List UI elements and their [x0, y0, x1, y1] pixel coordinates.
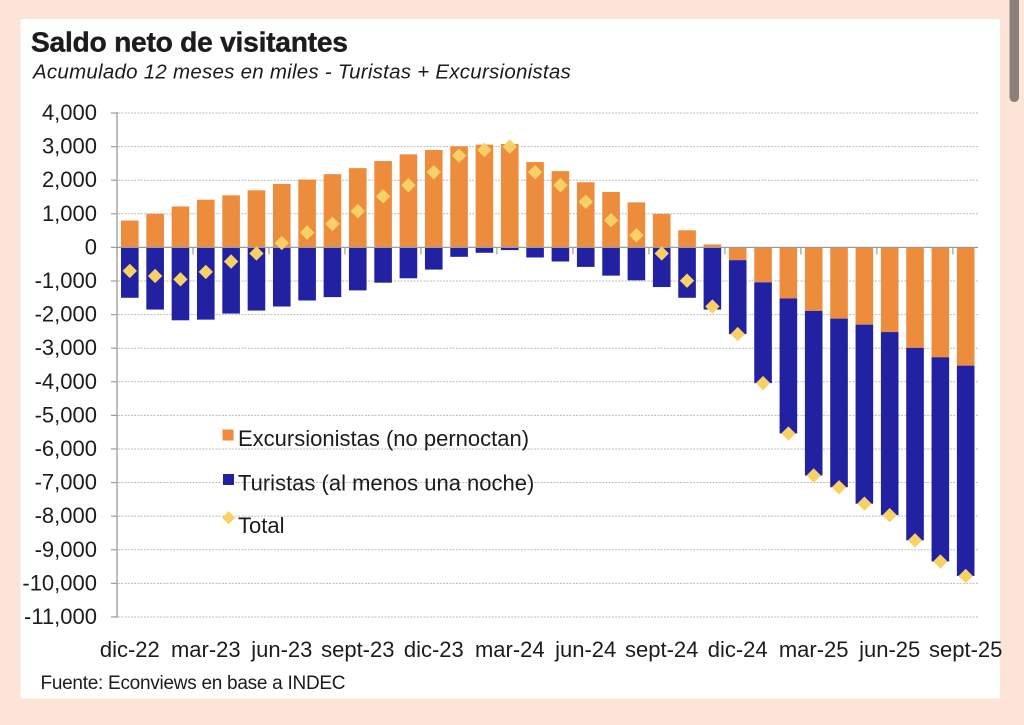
svg-text:-3,000: -3,000: [35, 335, 97, 360]
svg-text:-11,000: -11,000: [24, 604, 97, 629]
svg-text:Turistas (al menos una noche): Turistas (al menos una noche): [238, 471, 534, 496]
svg-text:dic-22: dic-22: [100, 637, 160, 662]
svg-text:sept-23: sept-23: [321, 637, 394, 662]
svg-text:Total: Total: [238, 513, 284, 538]
svg-text:0: 0: [85, 234, 97, 259]
svg-text:2,000: 2,000: [42, 167, 97, 192]
svg-text:jun-23: jun-23: [250, 637, 312, 662]
svg-text:-5,000: -5,000: [35, 402, 97, 427]
svg-text:dic-24: dic-24: [708, 637, 768, 662]
svg-text:sept-25: sept-25: [929, 637, 1002, 662]
svg-text:1,000: 1,000: [42, 201, 97, 226]
svg-text:-8,000: -8,000: [35, 503, 97, 528]
svg-text:Fuente: Econviews en base a IN: Fuente: Econviews en base a INDEC: [41, 673, 346, 694]
svg-text:4,000: 4,000: [42, 100, 97, 125]
svg-text:-7,000: -7,000: [35, 470, 97, 495]
svg-text:jun-24: jun-24: [554, 637, 616, 662]
svg-text:-4,000: -4,000: [35, 369, 97, 394]
svg-text:mar-23: mar-23: [171, 637, 241, 662]
svg-text:-6,000: -6,000: [35, 436, 97, 461]
svg-text:-2,000: -2,000: [35, 302, 97, 327]
svg-text:-10,000: -10,000: [22, 570, 97, 595]
svg-text:mar-24: mar-24: [475, 637, 545, 662]
svg-text:sept-24: sept-24: [625, 637, 698, 662]
svg-text:Saldo neto de visitantes: Saldo neto de visitantes: [31, 26, 348, 58]
svg-text:-9,000: -9,000: [35, 537, 97, 562]
svg-text:mar-25: mar-25: [779, 637, 849, 662]
svg-text:-1,000: -1,000: [35, 268, 97, 293]
svg-text:Excursionistas (no pernoctan): Excursionistas (no pernoctan): [238, 426, 529, 451]
svg-text:dic-23: dic-23: [404, 637, 464, 662]
svg-text:Acumulado 12 meses en miles -: Acumulado 12 meses en miles - Turistas +…: [31, 61, 571, 84]
svg-text:jun-25: jun-25: [858, 637, 920, 662]
svg-text:3,000: 3,000: [42, 134, 97, 159]
